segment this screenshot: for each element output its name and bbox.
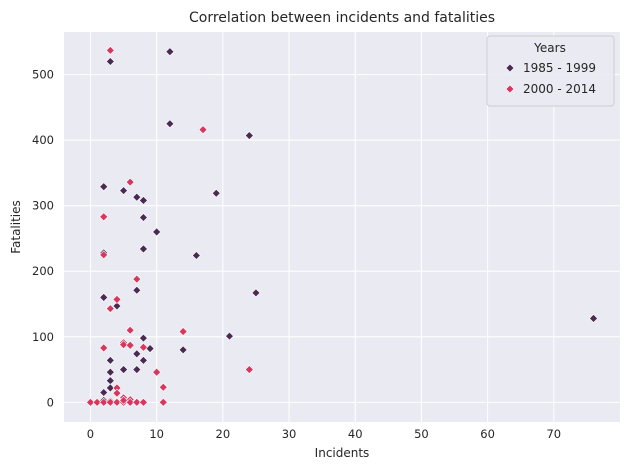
data-point — [112, 295, 122, 304]
data-point — [105, 397, 115, 407]
data-point — [105, 383, 115, 393]
data-point — [198, 125, 208, 135]
legend-items: 1985 - 1999 2000 - 2014 — [505, 61, 596, 96]
data-point — [125, 177, 135, 187]
x-tick-label: 50 — [414, 427, 429, 441]
data-point — [589, 314, 598, 323]
x-axis-label: Incidents — [315, 446, 370, 460]
y-tick-label: 0 — [47, 395, 54, 409]
data-points — [86, 45, 598, 407]
y-tick-label: 200 — [32, 264, 54, 278]
x-tick-label: 10 — [149, 427, 164, 441]
y-tick-label: 100 — [32, 330, 54, 344]
legend-title: Years — [533, 41, 566, 55]
y-axis-ticks: 0 100 200 300 400 500 — [32, 68, 54, 410]
data-point — [132, 349, 142, 359]
y-tick-label: 400 — [32, 133, 54, 147]
data-point — [165, 47, 175, 57]
data-point — [165, 119, 175, 129]
x-tick-label: 0 — [87, 427, 94, 441]
data-point — [99, 182, 109, 192]
legend-marker — [505, 63, 515, 73]
data-point — [178, 345, 188, 355]
x-tick-label: 60 — [480, 427, 495, 441]
legend-label: 1985 - 1999 — [523, 61, 596, 75]
data-point — [132, 397, 142, 407]
data-point — [244, 365, 254, 374]
data-point — [178, 327, 188, 336]
data-point — [112, 388, 122, 398]
data-point — [125, 340, 135, 350]
legend-label: 2000 - 2014 — [523, 82, 596, 96]
data-point — [191, 251, 201, 260]
data-point — [139, 355, 148, 365]
data-point — [119, 365, 128, 374]
data-point — [105, 355, 115, 365]
data-point — [99, 343, 109, 353]
data-point — [125, 397, 135, 407]
data-point — [99, 212, 109, 222]
series-2 — [86, 45, 254, 407]
x-tick-label: 30 — [282, 427, 297, 441]
data-point — [139, 244, 148, 254]
data-point — [86, 397, 95, 407]
data-point — [152, 367, 162, 377]
data-point — [125, 325, 135, 335]
data-point — [251, 288, 261, 298]
data-point — [158, 397, 168, 407]
data-point — [99, 293, 109, 302]
y-axis-label: Fatalities — [9, 200, 23, 254]
data-point — [225, 331, 234, 341]
data-point — [105, 367, 115, 377]
data-point — [139, 342, 148, 352]
x-tick-label: 40 — [348, 427, 363, 441]
data-point — [99, 397, 109, 407]
legend-box — [486, 35, 615, 107]
data-point — [244, 131, 254, 140]
data-point — [99, 250, 109, 260]
data-point — [112, 397, 122, 407]
y-tick-label: 500 — [32, 68, 54, 82]
data-point — [105, 45, 115, 55]
x-tick-label: 20 — [216, 427, 231, 441]
data-point — [92, 397, 102, 407]
data-point — [119, 395, 128, 405]
data-point — [119, 186, 128, 196]
data-point — [152, 227, 162, 237]
data-point — [139, 397, 148, 407]
x-axis-ticks: 0 10 20 30 40 50 60 70 — [87, 427, 561, 441]
y-tick-label: 300 — [32, 199, 54, 213]
data-point — [105, 304, 115, 314]
data-point — [132, 274, 142, 284]
data-point — [119, 340, 128, 350]
legend-marker — [505, 84, 515, 94]
data-point — [105, 57, 115, 66]
data-point — [139, 213, 148, 222]
data-point — [158, 382, 168, 392]
data-point — [132, 192, 142, 202]
data-point — [211, 188, 221, 198]
data-point — [132, 285, 142, 295]
legend: Years 1985 - 1999 2000 - 2014 — [486, 35, 615, 107]
data-point — [139, 333, 148, 343]
data-point — [112, 301, 122, 311]
data-point — [139, 196, 148, 205]
data-point — [132, 365, 142, 374]
chart-title: Correlation between incidents and fatali… — [189, 10, 495, 26]
x-tick-label: 70 — [546, 427, 561, 441]
